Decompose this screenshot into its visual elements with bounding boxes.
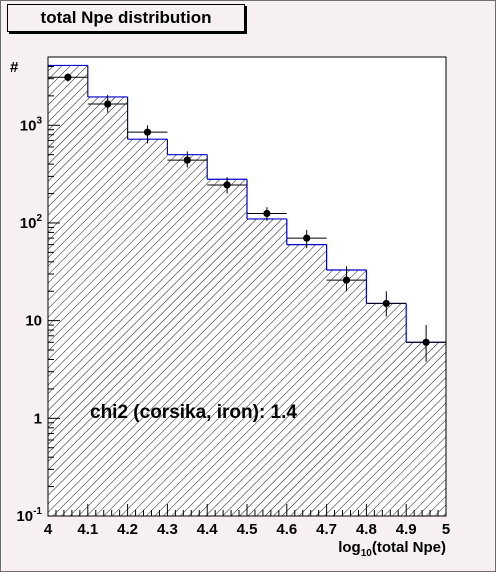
y-tick-label: 10-1 [16, 506, 42, 525]
x-axis-label: log10(total Npe) [338, 539, 446, 559]
y-axis-label: # [10, 59, 19, 76]
histogram-fill [48, 65, 446, 516]
x-tick-label: 4.3 [157, 521, 178, 538]
x-tick-label: 4.9 [396, 521, 417, 538]
data-point [422, 338, 430, 346]
x-tick-label: 4.6 [276, 521, 297, 538]
chi2-annotation: chi2 (corsika, iron): 1.4 [90, 402, 297, 423]
data-point [303, 234, 311, 242]
y-tick-label: 10 [25, 313, 42, 330]
x-tick-label: 4 [44, 521, 53, 538]
x-tick-label: 4.2 [117, 521, 138, 538]
data-points-layer [48, 73, 446, 362]
axes-layer: 4 4.1 4.2 4.3 4.4 4.5 4.6 4.7 4.8 4.9 5 10-1 1 10 102 1… [16, 56, 450, 538]
x-axis-label-rest: (total Npe) [372, 539, 446, 556]
data-point [104, 100, 112, 108]
x-axis-label-subscript: 10 [361, 548, 373, 559]
data-point [183, 156, 191, 164]
x-tick-label: 4.7 [316, 521, 337, 538]
y-tick-label: 103 [20, 115, 43, 134]
x-tick-label: 5 [442, 521, 450, 538]
data-point [143, 128, 152, 136]
y-tick-label: 1 [34, 410, 42, 427]
x-tick-label: 4.8 [356, 521, 377, 538]
data-point [223, 181, 231, 189]
x-tick-label: 4.1 [77, 521, 98, 538]
x-tick-label: 4.4 [197, 521, 219, 538]
data-point [263, 209, 271, 218]
y-tick-label: 102 [20, 213, 43, 232]
data-point [342, 276, 351, 284]
x-tick-label: 4.5 [237, 521, 258, 538]
data-point [382, 299, 390, 308]
data-point [64, 73, 72, 81]
chart-title: total Npe distribution [7, 4, 245, 32]
x-axis-label-base: log [338, 539, 361, 556]
